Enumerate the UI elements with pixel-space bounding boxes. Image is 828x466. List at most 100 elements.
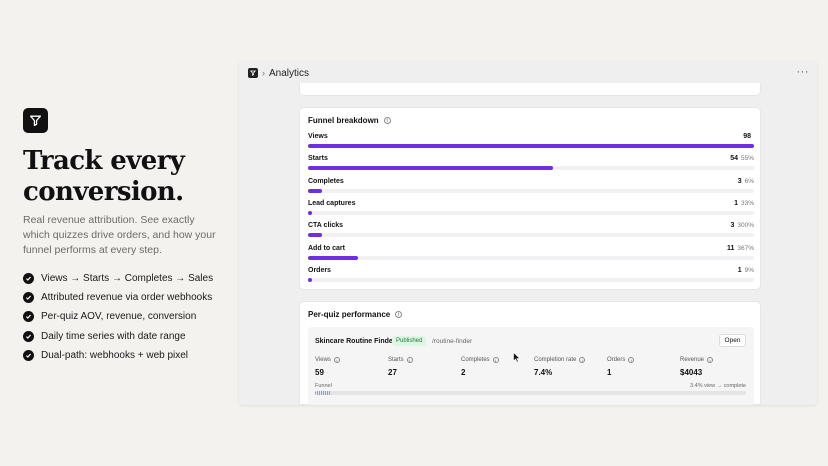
quiz-funnel-fill: [315, 391, 330, 395]
quiz-funnel-bar: [315, 391, 746, 395]
funnel-row-track: [308, 144, 754, 148]
funnel-row-count: 98: [743, 133, 751, 140]
funnel-row-track: [308, 256, 754, 260]
feature-text: Dual-path: webhooks + web pixel: [41, 349, 189, 361]
quiz-stat: Views i 59: [315, 357, 340, 377]
funnel-row-pct: 367%: [737, 245, 754, 252]
page-title: Analytics: [269, 67, 310, 79]
funnel-breakdown-card: Funnel breakdown i Views 98 Starts 54 55% Com…: [299, 107, 761, 290]
quiz-stat: Starts i 27: [388, 357, 413, 377]
funnel-row-pct: 300%: [737, 222, 754, 229]
funnel-row-count: 3: [730, 222, 735, 229]
hero-title: Track every conversion.: [23, 146, 185, 207]
app-window: › Analytics ··· Funnel breakdown i Views…: [239, 61, 817, 405]
funnel-row-value: 98: [743, 133, 754, 140]
funnel-row-track: [308, 166, 754, 170]
previous-card: [299, 83, 761, 96]
funnel-row-fill: [308, 278, 313, 282]
feature-text: Views → Starts → Completes → Sales: [41, 273, 214, 285]
quiz-stat: Completes i 2: [461, 357, 499, 377]
funnel-row-fill: [308, 166, 554, 170]
quiz-stat: Revenue i $4043: [680, 357, 714, 377]
feature-item: Daily time series with date range: [23, 327, 213, 346]
funnel-row-label: Lead captures: [308, 200, 356, 207]
feature-item: Attributed revenue via order webhooks: [23, 288, 213, 307]
info-icon[interactable]: i: [628, 357, 635, 363]
funnel-row-track: [308, 278, 754, 282]
funnel-row-count: 3: [737, 178, 742, 185]
funnel-row-track: [308, 211, 754, 215]
funnel-row-fill: [308, 189, 322, 193]
funnel-row-fill: [308, 256, 358, 260]
check-icon: [23, 273, 34, 285]
stat-value: 59: [315, 368, 324, 377]
funnel-row-label: Starts: [308, 155, 328, 162]
info-icon[interactable]: i: [406, 357, 413, 363]
info-icon[interactable]: i: [333, 357, 340, 363]
funnel-row-value: 54 55%: [730, 155, 754, 162]
card-title: Funnel breakdown: [308, 116, 379, 125]
feature-text: Per-quiz AOV, revenue, conversion: [41, 311, 197, 323]
more-horizontal-icon[interactable]: ···: [796, 66, 809, 78]
funnel-row-count: 11: [726, 245, 735, 252]
info-icon[interactable]: i: [395, 311, 403, 318]
feature-text: Attributed revenue via order webhooks: [41, 292, 213, 304]
feature-text: Daily time series with date range: [41, 330, 186, 342]
breadcrumb-separator: ›: [262, 68, 265, 78]
info-icon[interactable]: i: [492, 357, 499, 363]
open-button[interactable]: Open: [719, 334, 746, 347]
funnel-row-pct: 33%: [740, 200, 754, 207]
quiz-stat: Completion rate i 7.4%: [534, 357, 586, 377]
info-icon[interactable]: i: [707, 357, 714, 363]
quiz-slug: /routine-finder: [432, 338, 473, 345]
app-logo-icon[interactable]: [248, 68, 258, 78]
quiz-name: Skincare Routine Finder: [315, 338, 396, 345]
hero-subtitle: Real revenue attribution. See exactly wh…: [23, 214, 216, 256]
funnel-row-value: 1 9%: [738, 267, 754, 274]
feature-item: Per-quiz AOV, revenue, conversion: [23, 307, 213, 326]
check-icon: [23, 292, 34, 304]
title-bar: › Analytics ···: [239, 61, 817, 85]
quiz-stat: Orders i 1: [607, 357, 635, 377]
status-badge: Published: [392, 336, 427, 346]
stat-label: Starts: [388, 357, 404, 363]
feature-list: Views → Starts → Completes → Sales Attri…: [23, 269, 213, 365]
funnel-icon: [29, 115, 42, 127]
funnel-row-pct: 9%: [744, 267, 754, 274]
funnel-row-fill: [308, 233, 322, 237]
funnel-row-label: CTA clicks: [308, 222, 344, 229]
feature-item: Views → Starts → Completes → Sales: [23, 269, 213, 288]
feature-item: Dual-path: webhooks + web pixel: [23, 346, 213, 365]
funnel-row-pct: 55%: [740, 155, 754, 162]
stat-label: Completes: [461, 357, 490, 363]
funnel-row-label: Completes: [308, 178, 344, 185]
logo: [23, 108, 48, 133]
stat-label: Completion rate: [534, 357, 577, 363]
stat-label: Revenue: [680, 357, 705, 363]
funnel-row-count: 54: [730, 155, 738, 162]
stat-value: 27: [388, 368, 397, 377]
stat-value: 2: [461, 368, 466, 377]
funnel-row-label: Views: [308, 133, 328, 140]
stat-label: Orders: [607, 357, 626, 363]
stat-value: $4043: [680, 368, 703, 377]
per-quiz-performance-card: Per-quiz performance i Skincare Routine …: [299, 301, 761, 405]
card-title: Per-quiz performance: [308, 310, 391, 319]
check-icon: [23, 349, 34, 361]
info-icon[interactable]: i: [579, 357, 586, 363]
funnel-row-label: Add to cart: [308, 245, 345, 252]
funnel-row-value: 1 33%: [734, 200, 754, 207]
info-icon[interactable]: i: [383, 117, 391, 124]
funnel-row-track: [308, 189, 754, 193]
stat-label: Views: [315, 357, 331, 363]
funnel-row-pct: 6%: [744, 178, 754, 185]
funnel-row-fill: [308, 211, 313, 215]
funnel-row-value: 11 367%: [727, 245, 754, 252]
stat-value: 7.4%: [534, 368, 553, 377]
funnel-row-value: 3 300%: [730, 222, 754, 229]
funnel-label: Funnel: [315, 383, 332, 389]
check-icon: [23, 311, 34, 323]
stat-value: 1: [607, 368, 612, 377]
funnel-row-track: [308, 233, 754, 237]
quiz-row: Skincare Routine Finder Published /routi…: [308, 327, 754, 405]
